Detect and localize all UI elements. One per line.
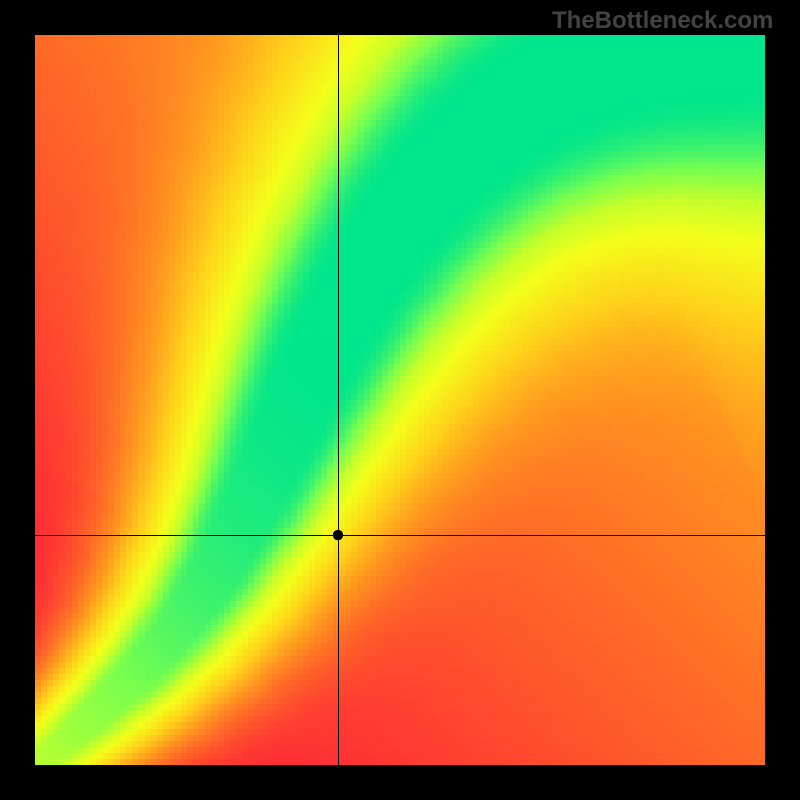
- bottleneck-heatmap: [35, 35, 765, 765]
- frame-right: [765, 0, 800, 800]
- watermark-text: TheBottleneck.com: [552, 7, 773, 35]
- frame-left: [0, 0, 35, 800]
- frame-bottom: [0, 765, 800, 800]
